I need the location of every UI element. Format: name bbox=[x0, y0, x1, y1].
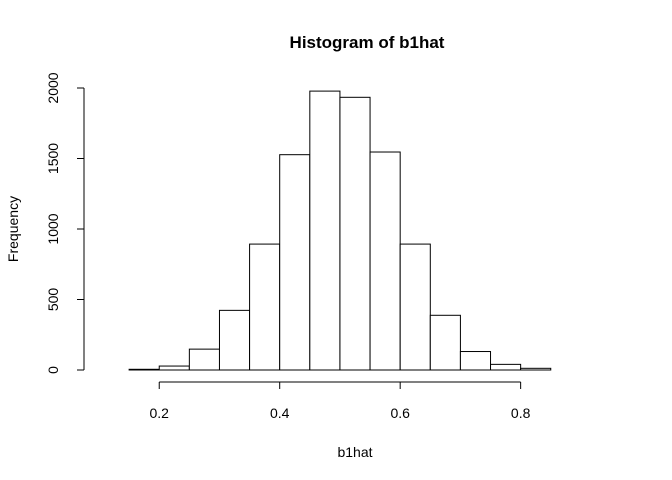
x-axis-label: b1hat bbox=[337, 444, 372, 460]
x-tick-label: 0.2 bbox=[150, 405, 170, 421]
histogram-bar bbox=[309, 90, 341, 371]
histogram-bars bbox=[128, 90, 552, 371]
y-tick-label: 1000 bbox=[45, 213, 61, 244]
histogram-bar bbox=[429, 314, 461, 371]
histogram-bar bbox=[128, 368, 160, 371]
x-axis: 0.2 0.4 0.6 0.8 bbox=[150, 381, 531, 421]
histogram-bar bbox=[158, 365, 190, 371]
histogram-bar bbox=[490, 363, 522, 371]
histogram-bar bbox=[520, 367, 552, 371]
x-tick-label: 0.8 bbox=[511, 405, 531, 421]
histogram-bar bbox=[279, 154, 311, 371]
y-tick-label: 0 bbox=[45, 366, 61, 374]
histogram-bar bbox=[249, 243, 281, 371]
y-axis-label: Frequency bbox=[5, 196, 21, 262]
histogram-bar bbox=[339, 96, 371, 371]
histogram-bar bbox=[188, 348, 220, 371]
y-axis: 0 500 1000 1500 2000 bbox=[45, 72, 85, 374]
y-tick-label: 500 bbox=[45, 288, 61, 312]
x-tick-label: 0.4 bbox=[270, 405, 290, 421]
y-tick-label: 1500 bbox=[45, 143, 61, 174]
histogram-bar bbox=[459, 351, 492, 371]
histogram-bar bbox=[369, 151, 401, 371]
histogram-bar bbox=[399, 243, 431, 371]
y-tick-label: 2000 bbox=[45, 72, 61, 103]
chart-title: Histogram of b1hat bbox=[290, 33, 445, 52]
histogram-bar bbox=[218, 309, 251, 371]
x-tick-label: 0.6 bbox=[390, 405, 410, 421]
